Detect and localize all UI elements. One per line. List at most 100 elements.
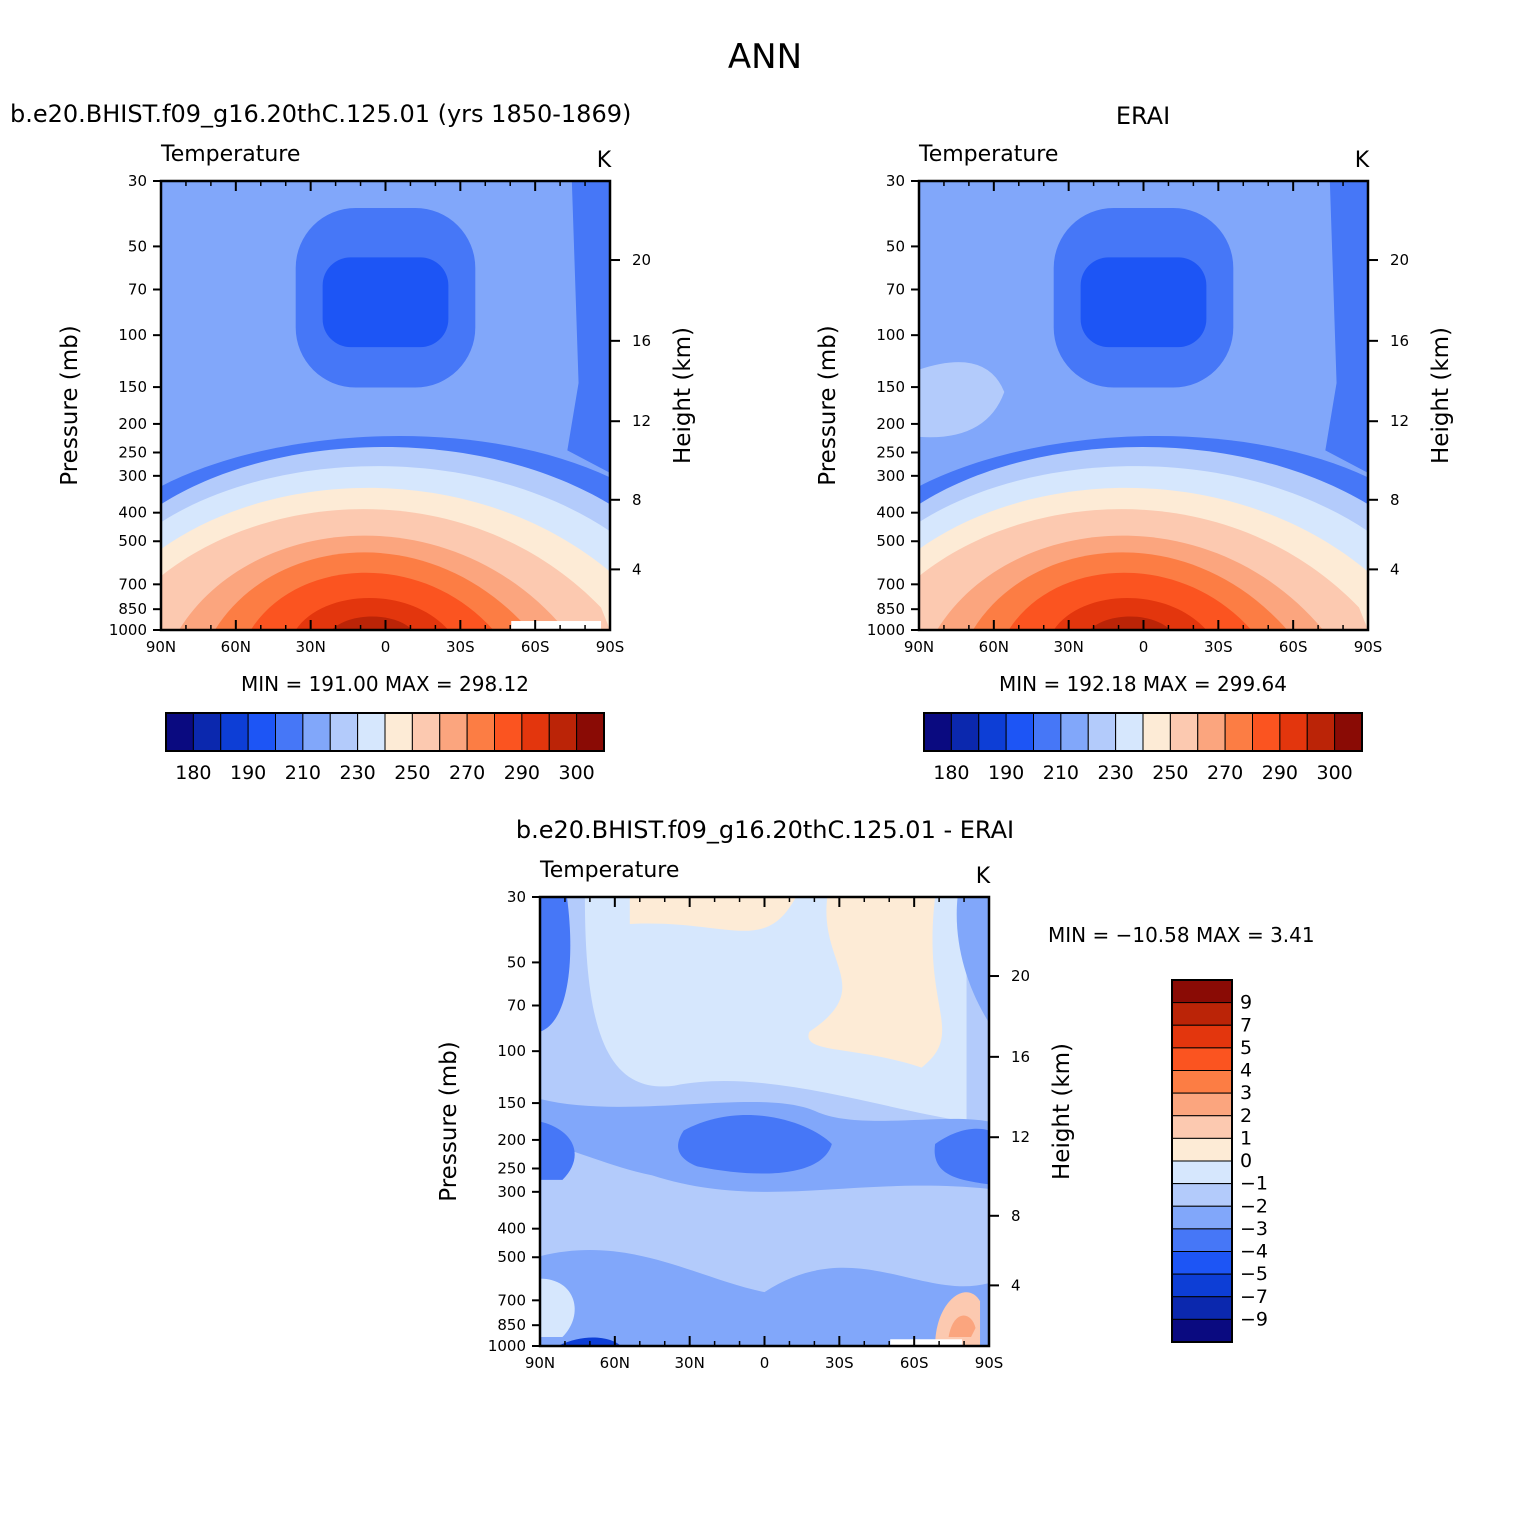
- colorbar-swatch: [1060, 712, 1089, 752]
- colorbar-label: 7: [1240, 1014, 1252, 1036]
- y-tick-label: 250: [118, 443, 147, 461]
- colorbar-swatch: [247, 712, 276, 752]
- y-tick-label: 300: [497, 1183, 526, 1201]
- colorbar-swatch: [411, 712, 441, 752]
- variable-label: Temperature: [160, 142, 300, 167]
- units-label: K: [976, 864, 991, 889]
- colorbar-swatch: [439, 712, 468, 752]
- y2-tick-label: 20: [1011, 967, 1030, 985]
- colorbar-label: 290: [1262, 762, 1298, 784]
- colorbar-swatch: [220, 712, 249, 752]
- y-tick-label: 500: [497, 1248, 526, 1266]
- x-tick-label: 60N: [979, 638, 1009, 656]
- colorbar-label: −4: [1240, 1241, 1268, 1263]
- colorbar-label: 250: [1152, 762, 1188, 784]
- contour-fill: [161, 181, 610, 630]
- y-tick-label: 850: [497, 1316, 526, 1334]
- colorbar-label: 190: [230, 762, 266, 784]
- y-tick-label: 300: [118, 467, 147, 485]
- contour-band: [331, 616, 413, 630]
- y2-tick-label: 8: [632, 491, 642, 509]
- y2-tick-label: 4: [632, 560, 642, 578]
- y-tick-label: 30: [507, 888, 526, 906]
- x-tick-label: 60N: [600, 1354, 630, 1372]
- axes-panel-1: 90N 60N 30N 0 30S 60S 90S 30 50 70 100 150 200 250 300…: [57, 142, 696, 656]
- colorbar-label: 290: [504, 762, 540, 784]
- colorbar-temperature: 180 190 210 230 250 270 290 300: [165, 712, 605, 784]
- colorbar-swatch: [1334, 712, 1363, 752]
- y-tick-label: 70: [507, 996, 526, 1014]
- y-tick-label: 500: [876, 532, 905, 550]
- contour-field: [161, 181, 610, 630]
- units-label: K: [1355, 148, 1370, 173]
- contour-band: [934, 1128, 989, 1185]
- y-tick-label: 50: [507, 953, 526, 971]
- colorbar-label: 1: [1240, 1127, 1252, 1149]
- y-axis-label: Pressure (mb): [436, 1041, 462, 1201]
- contour-band: [629, 897, 796, 931]
- x-tick-label: 30N: [675, 1354, 705, 1372]
- y-tick-label: 850: [876, 600, 905, 618]
- contour-band: [322, 257, 449, 348]
- colorbar-frame: [1171, 979, 1233, 1343]
- panel-title: ERAI: [1116, 102, 1170, 130]
- y-tick-label: 150: [118, 378, 147, 396]
- y2-tick-label: 16: [632, 332, 651, 350]
- colorbar-swatch: [1169, 712, 1199, 752]
- colorbar-swatch: [384, 712, 413, 752]
- colorbar-swatch: [1171, 1205, 1233, 1230]
- x-tick-label: 60S: [900, 1354, 929, 1372]
- y-tick-label: 1000: [109, 621, 147, 639]
- colorbar-swatch: [302, 712, 331, 752]
- colorbar-swatch: [466, 712, 495, 752]
- y-tick-label: 700: [497, 1291, 526, 1309]
- y-tick-label: 70: [128, 280, 147, 298]
- colorbar-swatch: [1171, 1092, 1233, 1117]
- colorbar-swatch: [1115, 712, 1144, 752]
- y-tick-label: 500: [118, 532, 147, 550]
- x-tick-label: 30S: [446, 638, 475, 656]
- colorbar-label: 2: [1240, 1105, 1252, 1127]
- colorbar-swatch: [1171, 1070, 1233, 1094]
- colorbar-swatch: [1171, 1002, 1233, 1026]
- y-tick-label: 30: [886, 172, 905, 190]
- colorbar-swatch: [1171, 1273, 1233, 1298]
- colorbar-swatch: [1033, 712, 1062, 752]
- colorbar-label: 0: [1240, 1150, 1252, 1172]
- contour-band: [540, 1121, 575, 1180]
- x-tick-label: 90S: [1354, 638, 1383, 656]
- x-tick-label: 90N: [525, 1354, 555, 1372]
- x-tick-label: 90N: [904, 638, 934, 656]
- colorbar-swatch: [1171, 1047, 1233, 1071]
- y-tick-label: 700: [118, 575, 147, 593]
- y-tick-label: 400: [497, 1220, 526, 1238]
- panel-title: b.e20.BHIST.f09_g16.20thC.125.01 - ERAI: [516, 816, 1014, 844]
- colorbar-label: 300: [558, 762, 594, 784]
- colorbar-label: −3: [1240, 1218, 1268, 1240]
- contour-band: [948, 1315, 976, 1338]
- y-tick-label: 100: [876, 326, 905, 344]
- colorbar-swatch: [494, 712, 523, 752]
- x-tick-label: 30S: [1204, 638, 1233, 656]
- colorbar-swatch: [1142, 712, 1171, 752]
- contour-band: [295, 597, 449, 630]
- y-tick-label: 1000: [488, 1337, 526, 1355]
- y-tick-label: 150: [876, 378, 905, 396]
- colorbar-swatch: [192, 712, 222, 752]
- y2-tick-label: 12: [1011, 1128, 1030, 1146]
- y-tick-label: 100: [497, 1042, 526, 1060]
- y2-tick-label: 4: [1390, 560, 1400, 578]
- contour-field: [919, 181, 1368, 630]
- colorbar-swatch: [1087, 712, 1117, 752]
- colorbar-label: 4: [1240, 1060, 1252, 1082]
- y-tick-label: 300: [876, 467, 905, 485]
- colorbar-swatch: [357, 712, 386, 752]
- colorbar-label: 180: [933, 762, 969, 784]
- x-tick-label: 0: [760, 1354, 770, 1372]
- x-tick-label: 30S: [825, 1354, 854, 1372]
- colorbar-label: 210: [1043, 762, 1079, 784]
- min-max-label: MIN = −10.58 MAX = 3.41: [1048, 923, 1315, 947]
- colorbar-label: −7: [1240, 1286, 1268, 1308]
- colorbar-swatch: [1171, 1296, 1233, 1320]
